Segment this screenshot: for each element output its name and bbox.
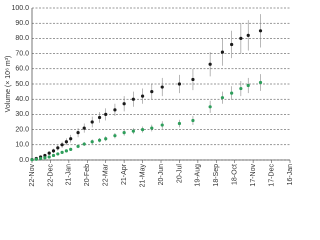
point	[90, 120, 94, 124]
x-tick-label: 17-Nov	[250, 164, 257, 187]
point	[76, 144, 80, 148]
point	[90, 140, 94, 144]
point	[64, 140, 68, 144]
point	[230, 42, 234, 47]
y-tick-label: 90.0	[15, 20, 29, 27]
point	[208, 105, 212, 109]
point	[208, 62, 212, 66]
y-tick-label: 70.0	[15, 50, 29, 57]
x-tick-label: 20-Jul	[176, 164, 183, 184]
x-tick-label: 22-Mar	[103, 163, 110, 186]
point	[131, 129, 135, 133]
x-tick-label: 21-Jan	[66, 164, 73, 186]
point	[177, 121, 182, 126]
y-tick-label: 10.0	[15, 142, 29, 149]
point	[191, 77, 195, 82]
y-tick-label: 20.0	[15, 126, 29, 133]
point	[51, 149, 56, 153]
x-tick-label: 18-Sep	[213, 164, 220, 187]
x-tick-label: 18-Oct	[232, 164, 239, 185]
point	[39, 156, 43, 161]
point	[160, 123, 164, 127]
point	[82, 142, 86, 146]
point	[239, 36, 243, 41]
x-tick-label: 16-Jan	[287, 164, 294, 186]
point	[220, 50, 225, 54]
point	[104, 112, 108, 116]
point	[239, 86, 243, 91]
point	[113, 108, 117, 112]
x-tick-label: 17-Dec	[268, 164, 275, 187]
point	[76, 131, 80, 135]
point	[34, 157, 38, 161]
point	[69, 137, 73, 141]
point	[47, 151, 51, 155]
point	[69, 147, 73, 151]
x-tick-label: 22-Dec	[47, 164, 54, 187]
x-tick-label: 21-Apr	[121, 163, 128, 185]
point	[230, 91, 234, 95]
point	[191, 118, 195, 123]
point	[104, 137, 108, 141]
point	[150, 90, 154, 94]
y-tick-label: 30.0	[15, 111, 29, 118]
point	[258, 80, 263, 85]
point	[177, 82, 182, 86]
x-tick-label: 22-Nov	[29, 164, 36, 187]
point	[64, 149, 68, 153]
point	[246, 83, 250, 88]
point	[47, 155, 51, 159]
y-tick-label: 40.0	[15, 96, 29, 103]
y-tick-label: 50.0	[15, 81, 29, 88]
point	[43, 156, 47, 160]
point	[131, 97, 135, 101]
y-axis-label: Volume (× 10⁶ m³)	[5, 56, 12, 113]
x-tick-label: 21-May	[139, 164, 146, 188]
y-tick-label: 80.0	[15, 35, 29, 42]
point	[113, 134, 117, 138]
point	[122, 131, 126, 135]
point	[97, 115, 102, 120]
point	[43, 153, 47, 158]
point	[246, 33, 250, 37]
point	[140, 128, 145, 132]
point	[60, 150, 64, 154]
point	[30, 158, 34, 162]
point	[51, 153, 56, 158]
y-tick-label: 100.0	[11, 5, 29, 12]
point	[258, 29, 263, 33]
point	[82, 126, 86, 130]
point	[122, 102, 126, 106]
y-tick-label: 0.0	[19, 157, 29, 164]
point	[97, 138, 102, 142]
x-tick-label: 20-Jun	[158, 164, 165, 186]
y-tick-label: 60.0	[15, 66, 29, 73]
point	[60, 143, 64, 147]
point	[140, 94, 145, 98]
point	[220, 96, 225, 100]
point	[56, 152, 60, 156]
x-tick-label: 20-Feb	[84, 164, 91, 186]
chart: Volume (× 10⁶ m³) 0.0 10.0 20.0 30.0 40.0 50.…	[5, 5, 294, 188]
x-tick-label: 19-Aug	[195, 164, 202, 187]
point	[150, 126, 154, 130]
point	[160, 85, 164, 89]
point	[56, 146, 60, 150]
